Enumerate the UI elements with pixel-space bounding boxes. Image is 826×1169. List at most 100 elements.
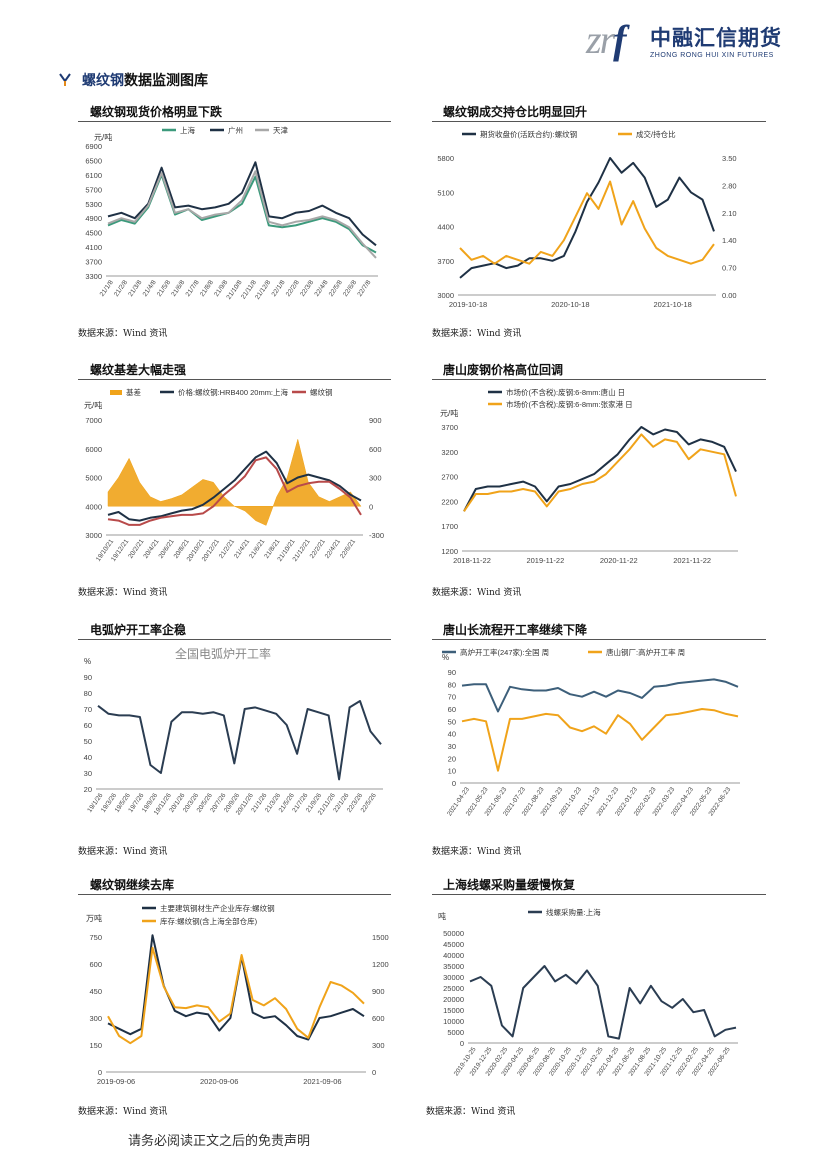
chart-eaf-rate: 9080706050403020%全国电弧炉开工率19/1/2619/3/261… — [84, 646, 383, 816]
panel-title-8: 上海线螺采购量缓慢恢复 — [443, 878, 576, 892]
legend-label: 广州 — [228, 125, 243, 135]
legend-label: 主要建筑钢材生产企业库存:螺纹钢 — [160, 903, 275, 913]
y-tick-label: 750 — [89, 933, 102, 942]
y-tick-label: 0 — [452, 779, 456, 788]
y-tick-label: 40 — [84, 753, 92, 762]
y-tick-label: 6000 — [85, 445, 102, 454]
x-tick-label: 22/5/8 — [328, 279, 344, 298]
logo-mark: zrf — [586, 17, 627, 62]
panel-title-7: 螺纹钢继续去库 — [90, 878, 175, 892]
y-tick-label: 2200 — [441, 497, 458, 506]
series-line-0 — [97, 700, 382, 781]
y-tick-label: 60 — [448, 705, 456, 714]
legend-label: 高炉开工率(247家):全国 周 — [460, 647, 549, 657]
y-tick-label: 30000 — [443, 973, 464, 982]
y-tick-label: 4900 — [85, 214, 102, 223]
x-tick-label: 21/12/8 — [254, 279, 272, 301]
y2-tick-label: 900 — [369, 416, 382, 425]
y-tick-label: 30 — [448, 742, 456, 751]
y-unit-label: % — [442, 653, 449, 662]
disclaimer-footer: 请务必阅读正文之后的免责声明 — [128, 1134, 311, 1149]
x-tick-label: 2020-10-18 — [551, 300, 589, 309]
y-tick-label: 80 — [448, 680, 456, 689]
source-note-2: 数据来源：Wind 资讯 — [432, 329, 522, 339]
x-tick-label: 22/6/8 — [342, 279, 358, 298]
y2-tick-label: 0.70 — [722, 264, 737, 273]
y-tick-label: 6900 — [85, 142, 102, 151]
legend-label: 基差 — [126, 387, 141, 397]
series-line-0 — [463, 426, 737, 512]
x-tick-label: 22/4/8 — [313, 279, 329, 298]
panel-rule-1 — [78, 121, 391, 122]
panel-rule-4 — [432, 379, 766, 380]
y-tick-label: 7000 — [85, 416, 102, 425]
y2-tick-label: 600 — [372, 1014, 385, 1023]
y-tick-label: 3000 — [437, 291, 454, 300]
panel-title-3: 螺纹基差大幅走强 — [90, 363, 187, 377]
y2-tick-label: 1.40 — [722, 236, 737, 245]
chart-title: 全国电弧炉开工率 — [175, 646, 271, 661]
y-tick-label: 5000 — [85, 474, 102, 483]
panel-rule-3 — [78, 379, 391, 380]
legend-label: 期货收盘价(活跃合约):螺纹钢 — [480, 129, 577, 139]
y-tick-label: 3000 — [85, 531, 102, 540]
x-tick-label: 2018-11-22 — [453, 556, 491, 565]
y-unit-label: % — [84, 657, 91, 666]
source-note-5: 数据来源：Wind 资讯 — [78, 847, 168, 857]
chart-spot-price: 6900 6500 6100 5700 5300 4900 4500 4100 3700 3300… — [85, 125, 378, 301]
x-tick-label: 21/3/8 — [127, 279, 143, 298]
legend-label: 上海 — [180, 125, 195, 135]
series-line-0 — [459, 157, 715, 279]
legend-label: 唐山钢厂:高炉开工率 周 — [606, 647, 685, 657]
y-tick-label: 50000 — [443, 929, 464, 938]
y-tick-label: 4000 — [85, 502, 102, 511]
x-tick-label: 2019-09-06 — [97, 1077, 135, 1086]
y-tick-label: 20 — [448, 754, 456, 763]
panel-title-1: 螺纹钢现货价格明显下跌 — [90, 105, 223, 119]
panel-rule-6 — [432, 639, 766, 640]
panel-rule-7 — [78, 894, 391, 895]
section-title-highlight: 螺纹钢 — [82, 73, 124, 89]
series-line-1 — [463, 433, 737, 512]
y-unit-label: 元/吨 — [84, 400, 102, 410]
x-tick-label: 22/3/8 — [299, 279, 315, 298]
series-area-0 — [107, 438, 362, 526]
series-line-1 — [107, 161, 377, 247]
y2-tick-label: 2.80 — [722, 181, 737, 190]
legend-label: 天津 — [273, 126, 288, 135]
y-tick-label: 1200 — [441, 547, 458, 556]
x-tick-label: 21/2/8 — [113, 279, 129, 298]
legend-label: 价格:螺纹钢:HRB400 20mm:上海 — [178, 387, 289, 397]
series-line-2 — [107, 456, 362, 526]
y-tick-label: 3200 — [441, 448, 458, 457]
x-tick-label: 22/1/8 — [270, 279, 286, 298]
y-tick-label: 4400 — [437, 223, 454, 232]
y-tick-label: 2700 — [441, 473, 458, 482]
series-line-2 — [107, 170, 377, 259]
y2-tick-label: -300 — [369, 531, 384, 540]
source-note-3: 数据来源：Wind 资讯 — [78, 588, 168, 598]
y-tick-label: 50 — [448, 717, 456, 726]
y-tick-label: 6500 — [85, 156, 102, 165]
legend-label: 线螺采购量:上海 — [546, 907, 601, 917]
y-tick-label: 35000 — [443, 962, 464, 971]
logo-en-text: ZHONG RONG HUI XIN FUTURES — [650, 52, 774, 59]
logo-cn-text: 中融汇信期货 — [650, 26, 782, 50]
y-tick-label: 20 — [84, 785, 92, 794]
x-tick-label: 2021-09-06 — [303, 1077, 341, 1086]
y2-tick-label: 900 — [372, 987, 385, 996]
y-tick-label: 5300 — [85, 200, 102, 209]
section-title: 螺纹钢 数据监测图库 — [58, 70, 208, 90]
legend-label: 成交/持仓比 — [636, 129, 676, 139]
y-tick-label: 3700 — [85, 258, 102, 267]
y2-tick-label: 1200 — [372, 960, 389, 969]
y-tick-label: 600 — [89, 960, 102, 969]
y2-tick-label: 600 — [369, 445, 382, 454]
chart-basis: 700060005000400030009006003000-300元/吨19/… — [84, 387, 384, 563]
y-tick-label: 70 — [448, 693, 456, 702]
y-tick-label: 5700 — [85, 185, 102, 194]
y-tick-label: 80 — [84, 689, 92, 698]
legend-swatch — [110, 390, 122, 395]
y-tick-label: 3700 — [437, 257, 454, 266]
panel-title-2: 螺纹钢成交持仓比明显回升 — [443, 105, 588, 119]
